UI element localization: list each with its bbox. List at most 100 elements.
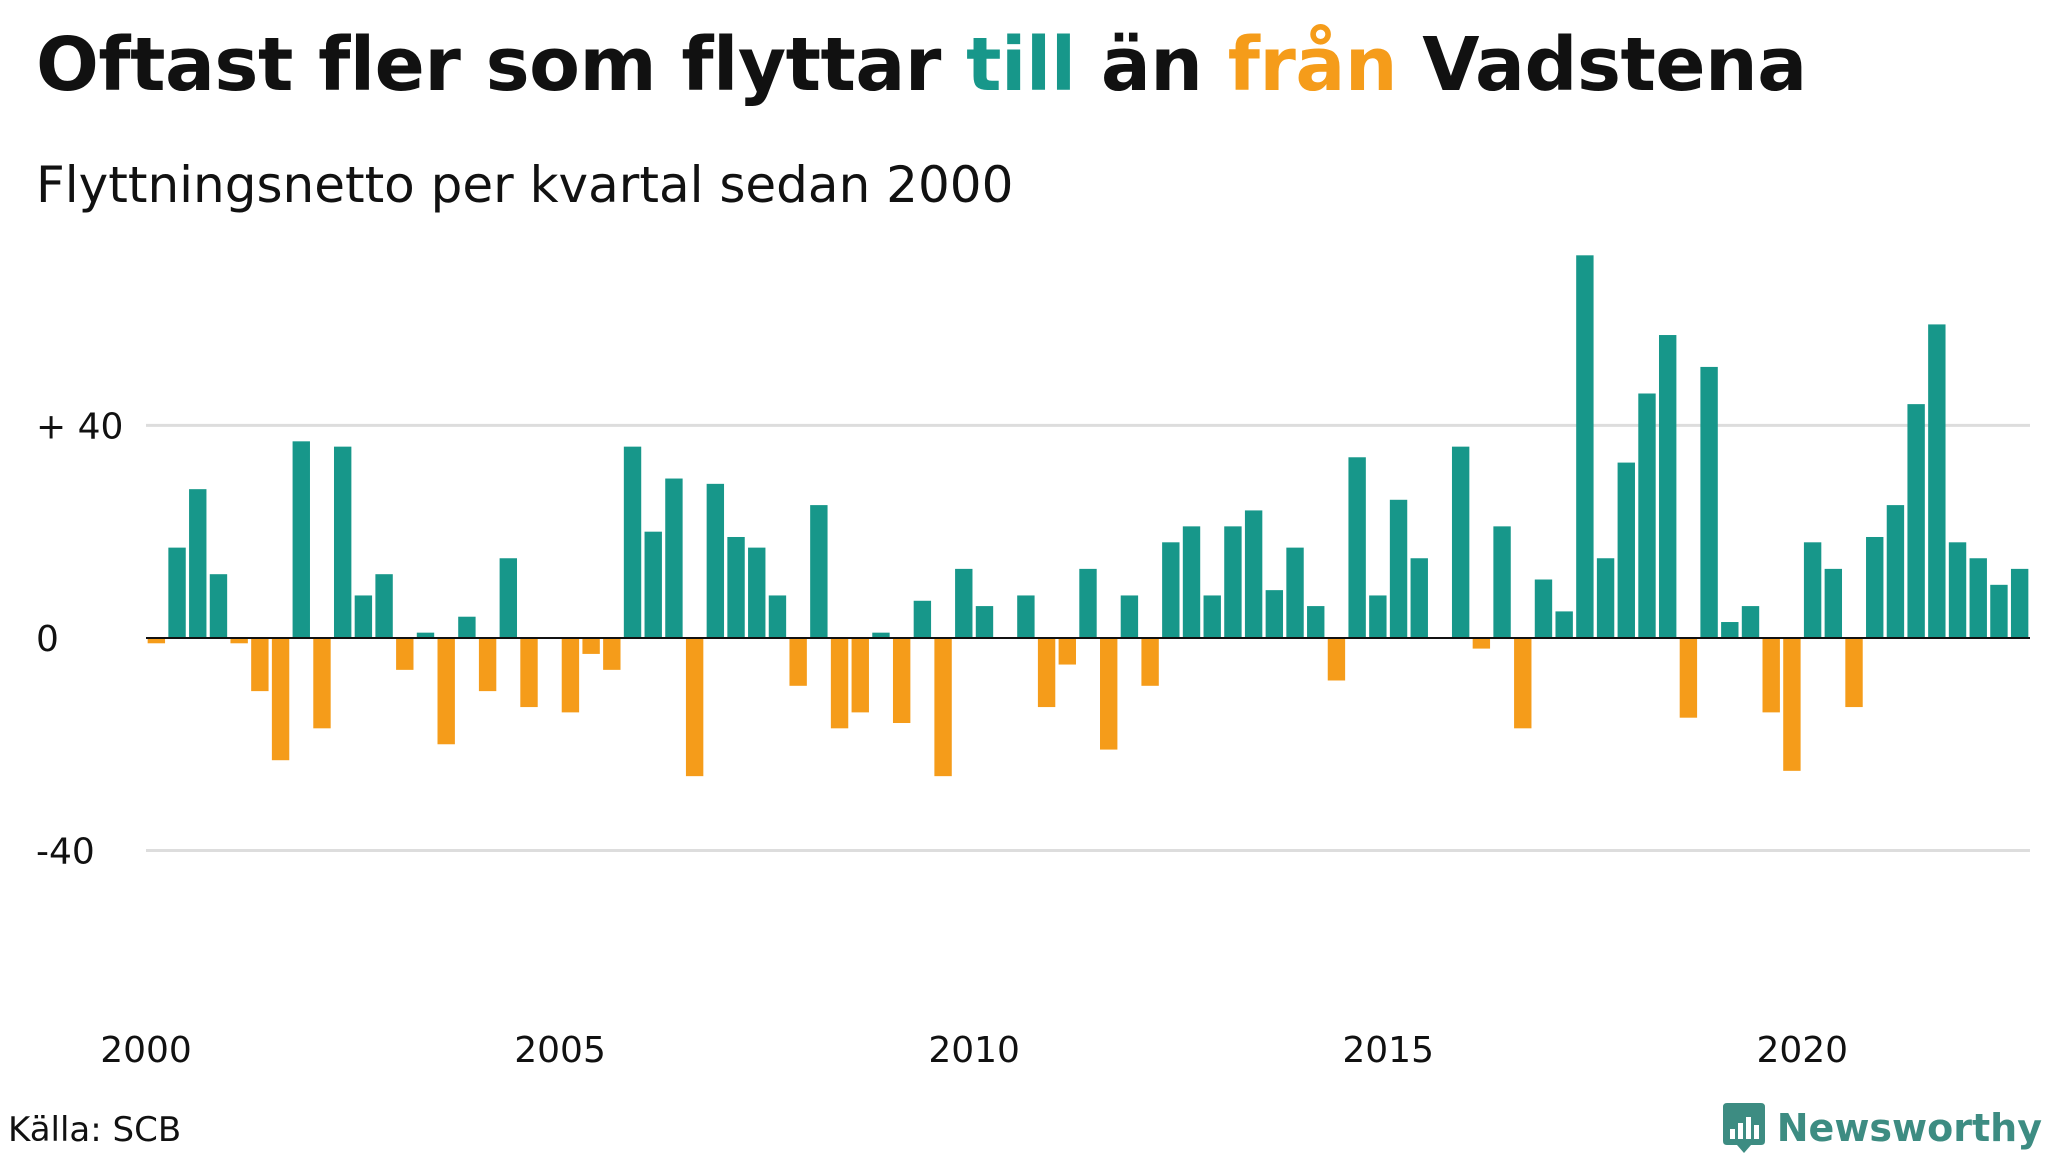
bar xyxy=(851,637,869,713)
bar xyxy=(789,637,807,686)
bar xyxy=(582,637,600,654)
chart-title: Oftast fler som flyttar till än från Vad… xyxy=(36,22,1807,108)
bar xyxy=(1948,542,1967,638)
bar xyxy=(1451,446,1470,638)
bar xyxy=(1969,558,1987,638)
bar xyxy=(354,595,373,638)
bar xyxy=(1990,584,2008,638)
title-part-2: än xyxy=(1075,22,1228,108)
bar xyxy=(1721,622,1739,638)
bar xyxy=(1058,637,1076,665)
bar xyxy=(458,616,476,638)
bar xyxy=(147,637,166,644)
bar xyxy=(1783,637,1801,771)
bar xyxy=(934,637,952,777)
bar xyxy=(1679,637,1698,718)
bar xyxy=(1286,547,1304,638)
bar xyxy=(437,637,455,745)
bar xyxy=(2010,568,2029,638)
bar xyxy=(1658,335,1677,638)
bar xyxy=(1928,324,1946,638)
bar xyxy=(1907,404,1925,638)
source-note: Källa: SCB xyxy=(8,1110,182,1150)
y-tick-label: + 40 xyxy=(36,406,123,447)
bar xyxy=(892,637,911,724)
bar xyxy=(209,574,228,638)
bar xyxy=(333,446,352,638)
bar xyxy=(1037,637,1056,708)
bar-chart: + 40 0 -40 2000 2005 2010 2015 2020 xyxy=(36,255,2030,1071)
bar xyxy=(1700,366,1718,638)
bar xyxy=(1017,595,1035,638)
bar xyxy=(1244,510,1263,638)
bar xyxy=(1803,542,1822,638)
bar xyxy=(168,547,186,638)
bar xyxy=(1493,526,1511,638)
bar xyxy=(1162,542,1180,638)
x-tick-label: 2015 xyxy=(1342,1030,1434,1071)
bar xyxy=(478,637,497,692)
bar xyxy=(1182,526,1201,638)
bar xyxy=(1866,536,1884,638)
brand-name: Newsworthy xyxy=(1776,1106,2042,1150)
y-tick-label: -40 xyxy=(36,832,95,873)
bar xyxy=(1845,637,1863,708)
bar xyxy=(706,483,725,638)
bar xyxy=(1079,568,1097,638)
bar xyxy=(520,637,538,708)
bar xyxy=(1555,611,1573,638)
bar xyxy=(665,478,683,638)
bar xyxy=(1762,637,1780,713)
bar xyxy=(189,489,207,638)
bar xyxy=(230,637,248,644)
bar xyxy=(271,637,290,761)
bar xyxy=(375,574,393,638)
bar xyxy=(561,637,580,713)
bar xyxy=(1348,457,1366,638)
y-tick-label: 0 xyxy=(36,619,59,660)
bar xyxy=(830,637,849,729)
bar xyxy=(1576,255,1594,638)
bar xyxy=(1141,637,1159,686)
x-tick-label: 2005 xyxy=(514,1030,606,1071)
bar xyxy=(1824,568,1843,638)
bar xyxy=(1886,505,1905,638)
bar xyxy=(872,632,890,638)
x-tick-label: 2020 xyxy=(1756,1030,1848,1071)
chart-subtitle: Flyttningsnetto per kvartal sedan 2000 xyxy=(36,156,1014,214)
bar xyxy=(727,536,745,638)
bar xyxy=(1203,595,1221,638)
newsworthy-logo-icon xyxy=(1722,1103,1765,1153)
bar xyxy=(1224,526,1242,638)
bar xyxy=(1596,558,1615,638)
bar xyxy=(685,637,704,777)
bar xyxy=(396,637,414,670)
bar xyxy=(1410,558,1428,638)
brand-logo: Newsworthy xyxy=(1721,1098,2042,1158)
bar xyxy=(1617,462,1635,638)
bar xyxy=(913,600,932,638)
bar xyxy=(313,637,331,729)
bar xyxy=(292,441,310,638)
title-part-0: Oftast fler som flyttar xyxy=(36,22,967,108)
bar xyxy=(623,446,642,638)
bar xyxy=(955,568,973,638)
bar xyxy=(644,531,662,638)
bar xyxy=(1638,393,1656,638)
bar xyxy=(1472,637,1491,649)
bar xyxy=(251,637,269,692)
bar xyxy=(1741,606,1760,638)
axes: + 40 0 -40 2000 2005 2010 2015 2020 xyxy=(36,406,2030,1071)
bar xyxy=(603,637,621,670)
bars xyxy=(147,255,2029,777)
bar xyxy=(810,505,828,638)
bar xyxy=(1327,637,1346,681)
x-tick-label: 2010 xyxy=(928,1030,1020,1071)
bar xyxy=(1369,595,1387,638)
bar xyxy=(768,595,787,638)
bar xyxy=(1307,606,1325,638)
bar xyxy=(1389,499,1408,638)
title-part-1: till xyxy=(966,22,1076,108)
bar xyxy=(1265,590,1284,638)
bar xyxy=(748,547,766,638)
